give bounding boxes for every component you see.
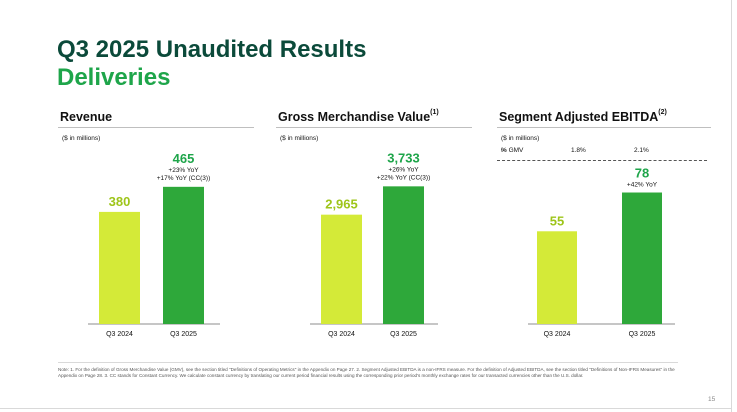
panel-rule: [58, 127, 254, 128]
x-tick-label: Q3 2025: [629, 331, 656, 338]
value-label: 55: [550, 213, 564, 228]
slide-title: Q3 2025 Unaudited Results: [57, 36, 367, 63]
gmv-percent-label: % GMV (1): [501, 147, 524, 154]
panel-rule: [497, 127, 711, 128]
footnote: Note: 1. For the definition of Gross Mer…: [58, 367, 675, 378]
gmv-chart: Q3 2024 2,965 Q3 2025 3,733+26% YoY+22% YoY…: [310, 150, 438, 338]
x-tick-label: Q3 2025: [390, 331, 417, 338]
bar-q3-2025: [383, 186, 424, 324]
value-label: 3,733: [387, 150, 420, 165]
x-tick-label: Q3 2025: [170, 331, 197, 338]
footnote-rule: [58, 362, 678, 363]
ebitda-panel: Segment Adjusted EBITDA(2) ($ in million…: [497, 108, 711, 358]
slide-subtitle: Deliveries: [57, 64, 171, 91]
growth-annotation: +42% YoY: [627, 182, 658, 189]
gmv-percent-2025: 2.1%: [634, 147, 649, 154]
x-tick-label: Q3 2024: [544, 331, 571, 338]
slide-border-right: [731, 0, 732, 412]
ebitda-chart: Q3 2024 55 Q3 2025 78+42% YoY: [528, 166, 675, 338]
revenue-chart: Q3 2024 380 Q3 2025 465+23% YoY+17% YoY (CC…: [88, 151, 220, 338]
panel-title: Revenue: [60, 110, 113, 124]
gmv-percent-row: % GMV (1) 1.8% 2.1%: [501, 147, 711, 157]
units-label: ($ in millions): [62, 135, 101, 142]
bar-q3-2024: [537, 231, 577, 324]
growth-annotation: +22% YoY (CC(3)): [377, 174, 431, 181]
panel-rule: [276, 127, 472, 128]
growth-annotation: +23% YoY: [168, 167, 199, 174]
dashed-divider: [497, 160, 707, 161]
units-label: ($ in millions): [280, 135, 319, 142]
value-label: 380: [109, 194, 131, 209]
value-label: 465: [173, 151, 195, 166]
revenue-panel: Revenue ($ in millions) Q3 2024 380 Q3 202…: [58, 108, 254, 358]
gmv-percent-2024: 1.8%: [571, 147, 586, 154]
value-label: 2,965: [325, 197, 358, 212]
growth-annotation: +26% YoY: [388, 166, 419, 173]
gmv-panel: Gross Merchandise Value(1) ($ in million…: [276, 108, 472, 358]
bar-q3-2025: [622, 192, 662, 324]
bar-q3-2024: [321, 214, 362, 324]
growth-annotation: +17% YoY (CC(3)): [157, 175, 211, 182]
value-label: 78: [635, 166, 649, 181]
units-label: ($ in millions): [501, 135, 540, 142]
panel-title: Segment Adjusted EBITDA(2): [499, 109, 667, 124]
panel-title: Gross Merchandise Value(1): [278, 109, 439, 124]
slide-border-bottom: [0, 408, 732, 409]
bar-q3-2024: [99, 211, 140, 324]
page-number: 15: [708, 396, 716, 403]
x-tick-label: Q3 2024: [106, 331, 133, 338]
bar-q3-2025: [163, 186, 204, 324]
x-tick-label: Q3 2024: [328, 331, 355, 338]
